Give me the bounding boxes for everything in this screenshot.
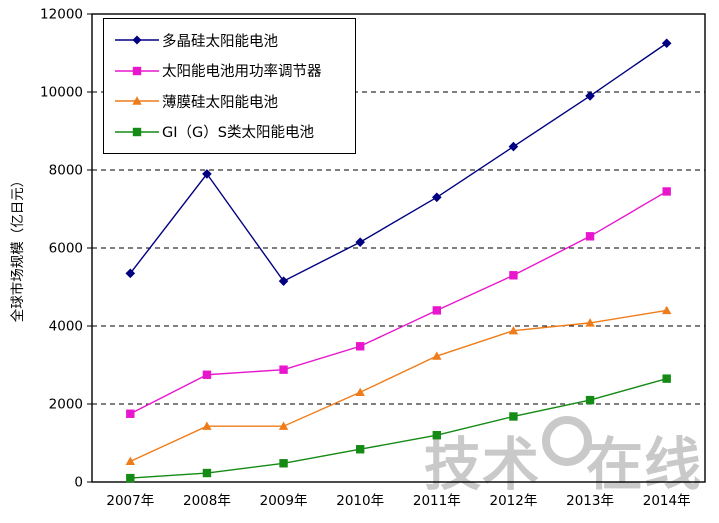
legend-label: 太阳能电池用功率调节器: [162, 64, 322, 81]
y-tick-label: 4000: [49, 319, 83, 335]
x-tick-label: 2009年: [260, 493, 308, 509]
data-point-square: [132, 127, 142, 136]
data-point-triangle: [125, 456, 136, 466]
data-point-square: [279, 459, 288, 468]
y-tick-label: 6000: [49, 241, 83, 257]
watermark-ring-icon: [542, 416, 592, 466]
legend-square-icon: [115, 127, 159, 136]
y-tick-label: 2000: [49, 397, 83, 413]
data-point-square: [355, 445, 365, 454]
data-point-square: [432, 431, 442, 440]
data-point-square: [279, 365, 288, 374]
y-tick-label: 8000: [49, 163, 83, 179]
data-point-square: [662, 374, 671, 383]
data-point-square: [355, 342, 365, 351]
data-point-diamond: [355, 237, 365, 247]
legend-label: GI（G）S类太阳能电池: [162, 125, 314, 142]
series-line: [129, 190, 668, 415]
data-point-diamond: [125, 268, 136, 279]
data-point-square: [585, 232, 595, 241]
data-point-diamond: [585, 91, 595, 101]
legend-square-icon: [115, 66, 159, 75]
legend-item: 太阳能电池用功率调节器: [114, 60, 355, 81]
data-point-diamond: [661, 38, 672, 49]
data-point-triangle: [278, 421, 289, 430]
data-point-triangle: [355, 387, 365, 396]
data-point-square: [126, 409, 135, 418]
series-line: [130, 309, 667, 462]
y-tick-label: 0: [74, 475, 83, 491]
data-point-square: [585, 395, 595, 405]
data-point-triangle: [661, 305, 672, 315]
series-line: [129, 42, 668, 283]
series-太阳能电池用功率调节器: [126, 187, 671, 418]
data-point-triangle: [585, 318, 595, 327]
data-point-square: [202, 468, 212, 478]
data-point-square: [132, 66, 142, 75]
series-薄膜硅太阳能电池: [125, 305, 672, 466]
legend-diamond-icon: [115, 35, 159, 45]
data-point-diamond: [278, 276, 289, 286]
data-point-diamond: [202, 169, 212, 179]
data-point-triangle: [508, 325, 519, 335]
x-tick-label: 2008年: [183, 493, 231, 509]
chart-legend: 多晶硅太阳能电池太阳能电池用功率调节器 薄膜硅太阳能电池 GI（G）S类太阳能电池: [103, 18, 356, 154]
x-tick-label: 2007年: [106, 493, 154, 509]
legend-label: 薄膜硅太阳能电池: [162, 94, 278, 111]
data-point-square: [509, 271, 518, 280]
data-point-diamond: [508, 141, 519, 152]
x-tick-label: 2014年: [643, 493, 691, 509]
data-point-diamond: [132, 35, 142, 45]
x-tick-label: 2013年: [566, 493, 614, 509]
data-point-square: [202, 370, 212, 379]
data-point-triangle: [432, 351, 442, 360]
data-point-square: [432, 306, 442, 315]
data-point-square: [509, 412, 518, 421]
x-tick-label: 2011年: [413, 493, 461, 509]
series-多晶硅太阳能电池: [125, 38, 672, 286]
y-tick-label: 12000: [40, 7, 83, 23]
x-tick-label: 2010年: [336, 493, 384, 509]
data-point-diamond: [432, 192, 442, 203]
data-point-triangle: [202, 421, 212, 430]
legend-triangle-icon: [115, 96, 159, 105]
y-tick-label: 10000: [40, 85, 83, 101]
watermark-text-suffix: 在线: [586, 432, 702, 498]
legend-item: 薄膜硅太阳能电池: [114, 91, 355, 112]
legend-item: GI（G）S类太阳能电池: [114, 121, 355, 142]
series-GI（G）S类太阳能电池: [126, 374, 671, 483]
x-tick-label: 2012年: [490, 493, 538, 509]
series-line: [130, 377, 667, 479]
legend-item: 多晶硅太阳能电池: [114, 30, 355, 51]
legend-label: 多晶硅太阳能电池: [162, 33, 278, 50]
data-point-triangle: [132, 96, 142, 105]
watermark-text-prefix: 技术: [424, 432, 540, 498]
data-point-square: [126, 473, 135, 483]
watermark-exclamation: !: [716, 432, 719, 498]
data-point-square: [662, 187, 671, 196]
